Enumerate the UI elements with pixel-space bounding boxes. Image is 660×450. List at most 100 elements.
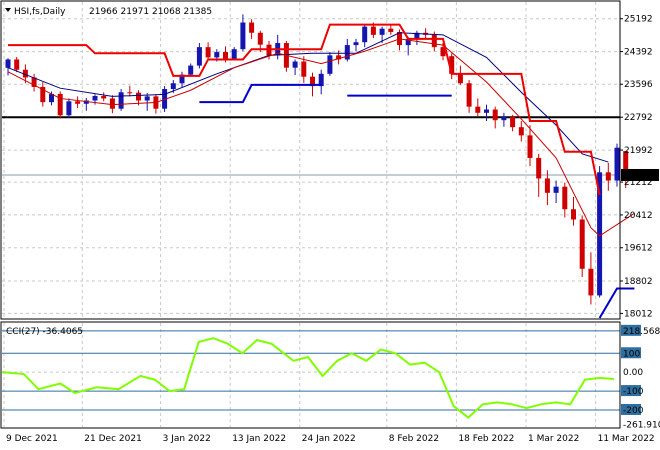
candle-body bbox=[536, 157, 542, 179]
y-tick-label: 21212 bbox=[624, 178, 653, 188]
candle-body bbox=[353, 42, 359, 46]
axes: 9 Dec 2021 21 Dec 2021 3 Jan 2022 13 Jan 20… bbox=[6, 15, 660, 444]
cci-tick-label: -200 bbox=[623, 406, 644, 416]
candle-body bbox=[388, 28, 394, 32]
candle-body bbox=[214, 52, 220, 58]
candle-body bbox=[588, 268, 594, 296]
candle-body bbox=[492, 109, 498, 121]
candle-body bbox=[336, 55, 342, 60]
y-tick-label: 20412 bbox=[624, 211, 653, 221]
cci-line bbox=[1, 337, 615, 419]
y-tick-label: 18802 bbox=[624, 277, 653, 287]
cci-level-box bbox=[621, 403, 641, 415]
candle-body bbox=[327, 55, 333, 74]
chart-frame bbox=[0, 0, 621, 429]
candle-body bbox=[501, 116, 507, 121]
cci-tick-label: 100 bbox=[623, 349, 640, 359]
y-tick-label: 24392 bbox=[624, 48, 653, 58]
candle-body bbox=[144, 96, 150, 101]
dropdown-triangle-icon[interactable] bbox=[5, 8, 11, 12]
x-tick-label: 24 Jan 2022 bbox=[302, 434, 356, 444]
current-price-label: 21385 bbox=[624, 171, 653, 181]
cci-indicator bbox=[1, 330, 620, 419]
candle-body bbox=[170, 83, 176, 90]
y-tick-label: 19612 bbox=[624, 244, 653, 254]
candle-body bbox=[597, 172, 603, 296]
candle-body bbox=[449, 56, 455, 74]
candle-body bbox=[101, 95, 107, 99]
candle-body bbox=[118, 92, 124, 109]
candle-body bbox=[370, 26, 376, 35]
candle-body bbox=[466, 83, 472, 107]
candle-body bbox=[240, 22, 246, 50]
header: HSI,fs,Daily 21966 21971 21068 21385 bbox=[5, 7, 212, 17]
candle-body bbox=[344, 45, 350, 60]
support-step-line bbox=[598, 287, 635, 319]
candle-body bbox=[5, 59, 11, 68]
level-lines bbox=[2, 116, 620, 176]
candle-body bbox=[579, 219, 585, 269]
candle-body bbox=[109, 98, 115, 109]
candle-body bbox=[571, 209, 576, 220]
current-price-box bbox=[621, 168, 659, 181]
y-tick-label: 18012 bbox=[624, 309, 653, 319]
candle-body bbox=[484, 109, 489, 113]
candle-body bbox=[318, 73, 324, 87]
x-tick-label: 8 Feb 2022 bbox=[389, 434, 439, 444]
cci-tick-label: 218.5687 bbox=[623, 327, 660, 337]
candle-body bbox=[205, 47, 211, 58]
candle-body bbox=[553, 186, 559, 193]
overlay-lines bbox=[7, 23, 635, 319]
cci-label: CCI(27) -36.4065 bbox=[6, 327, 83, 337]
candle-body bbox=[231, 49, 237, 59]
candle-body bbox=[475, 106, 481, 113]
candle-body bbox=[623, 151, 629, 175]
candle-body bbox=[457, 73, 463, 84]
candle-body bbox=[292, 61, 298, 68]
y-tick-label: 23596 bbox=[624, 80, 653, 90]
candle-body bbox=[405, 38, 411, 46]
x-tick-label: 18 Feb 2022 bbox=[458, 434, 514, 444]
candle-body bbox=[518, 127, 524, 136]
candle-body bbox=[127, 92, 133, 94]
candle-body bbox=[249, 22, 255, 33]
symbol-label: HSI,fs,Daily bbox=[14, 7, 66, 17]
candle-body bbox=[22, 69, 28, 78]
moving-average-fast bbox=[7, 38, 635, 237]
candle-body bbox=[14, 59, 20, 70]
ohlc-values: 21966 21971 21068 21385 bbox=[89, 7, 212, 17]
candle-body bbox=[510, 116, 516, 128]
candle-body bbox=[196, 47, 202, 66]
candle-body bbox=[57, 93, 63, 116]
y-tick-label: 22792 bbox=[624, 113, 653, 123]
x-tick-label: 9 Dec 2021 bbox=[6, 434, 58, 444]
support-step-line bbox=[199, 83, 322, 104]
candle-body bbox=[379, 28, 385, 35]
candle-body bbox=[362, 26, 368, 43]
candle-body bbox=[179, 74, 185, 84]
cci-level-box bbox=[621, 347, 641, 359]
candle-body bbox=[527, 135, 533, 158]
x-tick-label: 13 Jan 2022 bbox=[232, 434, 286, 444]
candle-body bbox=[310, 76, 315, 87]
candle-body bbox=[92, 95, 98, 101]
candle-body bbox=[605, 172, 611, 181]
candle-body bbox=[66, 101, 72, 116]
candle-body bbox=[136, 92, 141, 101]
candle-body bbox=[31, 77, 37, 87]
cci-tick-label: 0.00 bbox=[623, 368, 643, 378]
y-tick-label: 21992 bbox=[624, 146, 653, 156]
candle-body bbox=[440, 47, 446, 57]
candle-body bbox=[414, 32, 420, 39]
cci-level-box bbox=[621, 324, 641, 336]
candle-body bbox=[431, 34, 437, 48]
candle-body bbox=[162, 89, 168, 109]
candle-body bbox=[49, 93, 54, 103]
resistance-step-line bbox=[8, 23, 601, 196]
price-panel-frame bbox=[0, 0, 621, 320]
candle-body bbox=[40, 86, 46, 103]
x-tick-label: 21 Dec 2021 bbox=[84, 434, 142, 444]
x-tick-label: 3 Jan 2022 bbox=[163, 434, 211, 444]
